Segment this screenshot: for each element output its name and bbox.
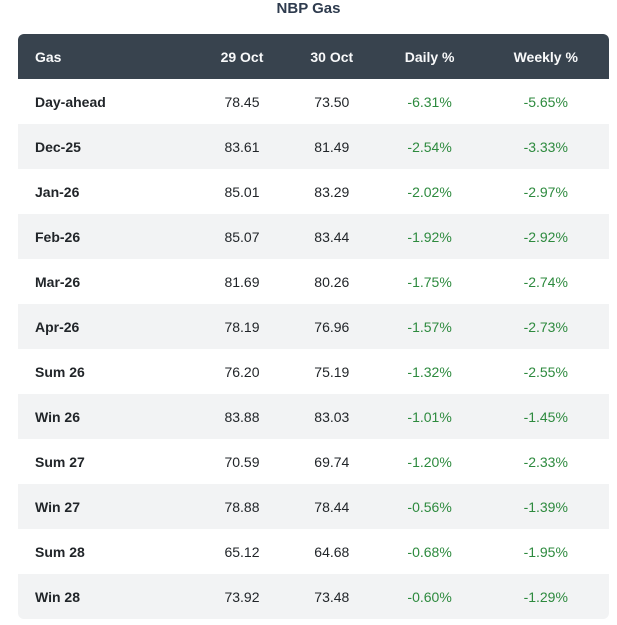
price-29-oct: 81.69 <box>197 259 287 304</box>
table-row: Sum 26 76.20 75.19 -1.32% -2.55% <box>18 349 609 394</box>
price-30-oct: 64.68 <box>286 529 377 574</box>
page-title: NBP Gas <box>276 0 341 17</box>
table-row: Sum 28 65.12 64.68 -0.68% -1.95% <box>18 529 609 574</box>
col-header-gas: Gas <box>18 34 198 79</box>
daily-change: -1.20% <box>376 439 483 484</box>
price-29-oct: 78.88 <box>197 484 287 529</box>
contract-label: Win 28 <box>18 574 198 619</box>
price-30-oct: 83.29 <box>286 169 377 214</box>
weekly-change: -2.73% <box>482 304 609 349</box>
contract-label: Dec-25 <box>18 124 198 169</box>
weekly-change: -2.55% <box>482 349 609 394</box>
price-30-oct: 75.19 <box>286 349 377 394</box>
price-30-oct: 80.26 <box>286 259 377 304</box>
contract-label: Jan-26 <box>18 169 198 214</box>
price-29-oct: 73.92 <box>197 574 287 619</box>
weekly-change: -2.74% <box>482 259 609 304</box>
weekly-change: -1.29% <box>482 574 609 619</box>
col-header-30-oct: 30 Oct <box>286 34 377 79</box>
price-30-oct: 78.44 <box>286 484 377 529</box>
table-row: Dec-25 83.61 81.49 -2.54% -3.33% <box>18 124 609 169</box>
weekly-change: -2.97% <box>482 169 609 214</box>
weekly-change: -1.95% <box>482 529 609 574</box>
table-row: Apr-26 78.19 76.96 -1.57% -2.73% <box>18 304 609 349</box>
contract-label: Feb-26 <box>18 214 198 259</box>
price-29-oct: 70.59 <box>197 439 287 484</box>
table-row: Jan-26 85.01 83.29 -2.02% -2.97% <box>18 169 609 214</box>
price-29-oct: 85.01 <box>197 169 287 214</box>
contract-label: Day-ahead <box>18 79 198 124</box>
daily-change: -0.60% <box>376 574 483 619</box>
col-header-daily-pct: Daily % <box>376 34 483 79</box>
table-row: Day-ahead 78.45 73.50 -6.31% -5.65% <box>18 79 609 124</box>
price-30-oct: 73.48 <box>286 574 377 619</box>
daily-change: -1.92% <box>376 214 483 259</box>
price-30-oct: 73.50 <box>286 79 377 124</box>
header-row: Gas 29 Oct 30 Oct Daily % Weekly % <box>18 34 609 79</box>
price-29-oct: 76.20 <box>197 349 287 394</box>
daily-change: -6.31% <box>376 79 483 124</box>
daily-change: -2.54% <box>376 124 483 169</box>
price-30-oct: 81.49 <box>286 124 377 169</box>
price-30-oct: 76.96 <box>286 304 377 349</box>
table-row: Win 28 73.92 73.48 -0.60% -1.29% <box>18 574 609 619</box>
price-30-oct: 69.74 <box>286 439 377 484</box>
contract-label: Apr-26 <box>18 304 198 349</box>
daily-change: -1.32% <box>376 349 483 394</box>
daily-change: -1.01% <box>376 394 483 439</box>
weekly-change: -1.39% <box>482 484 609 529</box>
table-row: Mar-26 81.69 80.26 -1.75% -2.74% <box>18 259 609 304</box>
price-29-oct: 78.19 <box>197 304 287 349</box>
contract-label: Sum 27 <box>18 439 198 484</box>
price-29-oct: 85.07 <box>197 214 287 259</box>
weekly-change: -5.65% <box>482 79 609 124</box>
gas-price-table: Gas 29 Oct 30 Oct Daily % Weekly % Day-a… <box>18 34 609 619</box>
weekly-change: -3.33% <box>482 124 609 169</box>
contract-label: Win 27 <box>18 484 198 529</box>
contract-label: Win 26 <box>18 394 198 439</box>
daily-change: -0.56% <box>376 484 483 529</box>
table-row: Feb-26 85.07 83.44 -1.92% -2.92% <box>18 214 609 259</box>
contract-label: Mar-26 <box>18 259 198 304</box>
gas-table: Gas 29 Oct 30 Oct Daily % Weekly % Day-a… <box>18 34 609 619</box>
table-row: Win 27 78.88 78.44 -0.56% -1.39% <box>18 484 609 529</box>
col-header-29-oct: 29 Oct <box>197 34 287 79</box>
weekly-change: -2.33% <box>482 439 609 484</box>
daily-change: -1.57% <box>376 304 483 349</box>
table-row: Sum 27 70.59 69.74 -1.20% -2.33% <box>18 439 609 484</box>
price-29-oct: 65.12 <box>197 529 287 574</box>
price-29-oct: 83.61 <box>197 124 287 169</box>
col-header-weekly-pct: Weekly % <box>482 34 609 79</box>
weekly-change: -2.92% <box>482 214 609 259</box>
price-29-oct: 83.88 <box>197 394 287 439</box>
price-30-oct: 83.03 <box>286 394 377 439</box>
weekly-change: -1.45% <box>482 394 609 439</box>
price-30-oct: 83.44 <box>286 214 377 259</box>
daily-change: -2.02% <box>376 169 483 214</box>
table-header: Gas 29 Oct 30 Oct Daily % Weekly % <box>18 34 609 79</box>
table-body: Day-ahead 78.45 73.50 -6.31% -5.65% Dec-… <box>18 79 609 619</box>
price-29-oct: 78.45 <box>197 79 287 124</box>
daily-change: -0.68% <box>376 529 483 574</box>
table-row: Win 26 83.88 83.03 -1.01% -1.45% <box>18 394 609 439</box>
contract-label: Sum 26 <box>18 349 198 394</box>
daily-change: -1.75% <box>376 259 483 304</box>
contract-label: Sum 28 <box>18 529 198 574</box>
